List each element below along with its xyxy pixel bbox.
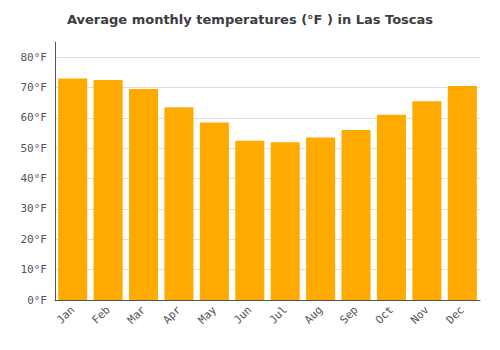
svg-text:Sep: Sep (337, 303, 360, 326)
svg-text:80°F: 80°F (21, 51, 48, 64)
svg-text:Mar: Mar (125, 303, 148, 326)
svg-text:60°F: 60°F (21, 111, 48, 124)
svg-text:Jun: Jun (231, 303, 254, 326)
svg-text:Nov: Nov (408, 303, 431, 326)
svg-text:Average monthly temperatures (: Average monthly temperatures (°F ) in La… (67, 12, 433, 27)
svg-text:Apr: Apr (160, 303, 183, 326)
svg-text:Dec: Dec (444, 303, 467, 326)
svg-text:Oct: Oct (373, 303, 396, 326)
svg-text:Jan: Jan (54, 303, 77, 326)
svg-text:50°F: 50°F (21, 142, 48, 155)
svg-text:70°F: 70°F (21, 81, 48, 94)
svg-text:Aug: Aug (302, 303, 325, 326)
svg-text:Jul: Jul (267, 303, 290, 326)
svg-text:Feb: Feb (89, 303, 112, 326)
svg-text:30°F: 30°F (21, 202, 48, 215)
svg-text:20°F: 20°F (21, 233, 48, 246)
svg-text:10°F: 10°F (21, 263, 48, 276)
svg-text:0°F: 0°F (27, 294, 47, 307)
svg-text:40°F: 40°F (21, 172, 48, 185)
svg-text:May: May (196, 303, 219, 326)
